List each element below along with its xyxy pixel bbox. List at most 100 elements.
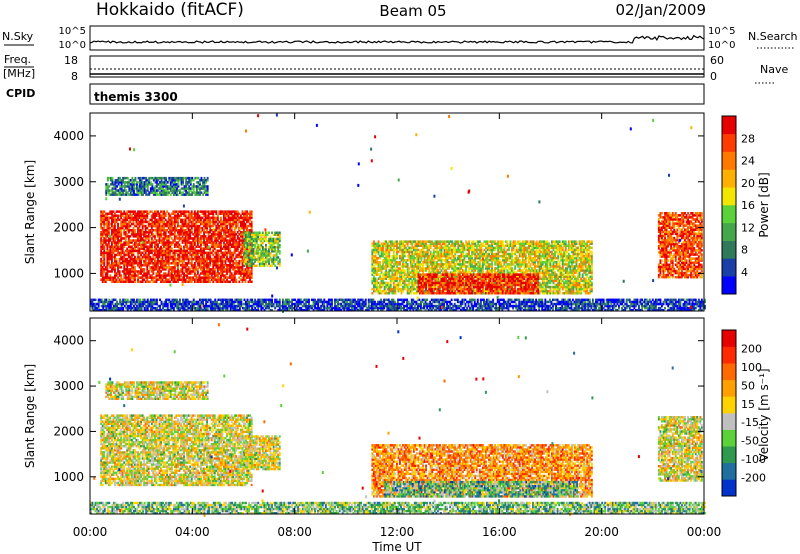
echo-cell <box>230 224 233 228</box>
echo-cell <box>385 254 388 258</box>
echo-cell <box>187 272 190 275</box>
echo-cell <box>392 246 395 250</box>
echo-cell <box>166 185 169 188</box>
echo-cell <box>169 214 172 217</box>
echo-cell <box>147 229 150 232</box>
echo-cell <box>121 224 124 228</box>
echo-cell <box>382 259 385 262</box>
echo-cell <box>142 189 145 192</box>
echo-cell <box>170 237 173 240</box>
echo-cell <box>239 268 242 271</box>
echo-cell <box>402 256 404 260</box>
echo-cell <box>127 229 130 232</box>
echo-cell <box>117 191 120 194</box>
echo-cell <box>193 262 196 265</box>
echo-cell <box>190 272 193 275</box>
echo-cell <box>399 283 401 287</box>
echo-cell <box>431 285 434 289</box>
echo-cell <box>272 241 275 245</box>
echo-cell <box>224 245 227 248</box>
echo-cell <box>223 276 225 279</box>
echo-cell <box>460 254 463 258</box>
echo-cell <box>170 268 173 271</box>
echo-cell <box>188 191 191 194</box>
echo-cell <box>115 264 118 267</box>
echo-cell <box>183 255 185 259</box>
echo-cell <box>460 256 463 260</box>
echo-cell <box>437 246 440 250</box>
echo-cell <box>184 233 187 236</box>
echo-cell <box>271 241 273 245</box>
echo-cell <box>192 266 195 269</box>
echo-cell <box>423 269 426 272</box>
echo-cell <box>442 267 444 270</box>
echo-cell <box>174 185 177 188</box>
echo-cell <box>167 239 170 242</box>
echo-cell <box>195 214 198 217</box>
echo-cell <box>411 263 414 266</box>
echo-cell <box>216 266 219 269</box>
echo-cell <box>260 243 263 247</box>
echo-cell <box>114 241 116 244</box>
echo-cell <box>215 274 218 277</box>
echo-cell <box>186 272 189 275</box>
echo-cell <box>402 265 404 268</box>
echo-cell <box>109 253 112 257</box>
echo-cell <box>472 283 475 287</box>
echo-cell <box>150 214 153 217</box>
echo-cell <box>232 216 235 220</box>
echo-cell <box>132 266 135 269</box>
echo-cell <box>117 176 120 180</box>
echo-cell <box>166 262 169 265</box>
echo-cell <box>475 277 478 280</box>
echo-cell <box>169 224 172 228</box>
echo-cell <box>111 224 113 228</box>
echo-cell <box>120 222 123 226</box>
echo-cell <box>244 268 247 271</box>
echo-cell <box>109 222 112 226</box>
echo-cell <box>121 262 124 265</box>
echo-cell <box>203 222 205 226</box>
echo-cell <box>135 259 138 263</box>
echo-cell <box>184 280 187 283</box>
echo-cell <box>130 247 133 250</box>
echo-cell <box>181 255 184 259</box>
echo-cell <box>134 193 137 196</box>
echo-cell <box>201 216 204 220</box>
echo-cell <box>252 233 255 236</box>
echo-cell <box>103 253 106 257</box>
echo-cell <box>173 239 176 242</box>
echo-cell <box>383 289 386 293</box>
echo-cell <box>177 274 179 277</box>
echo-cell <box>117 268 119 271</box>
echo-cell <box>272 243 275 247</box>
echo-cell <box>109 257 112 261</box>
echo-cell <box>229 266 232 269</box>
echo-cell <box>200 259 202 263</box>
echo-cell <box>257 231 260 234</box>
echo-cell <box>101 243 104 246</box>
echo-cell <box>235 264 238 267</box>
echo-cell <box>406 292 409 295</box>
beam-title: Beam 05 <box>379 2 446 20</box>
echo-cell <box>116 185 118 188</box>
echo-cell <box>455 275 458 278</box>
echo-cell <box>132 249 135 253</box>
echo-cell <box>150 257 153 261</box>
echo-cell <box>113 185 115 188</box>
echo-cell <box>163 210 166 213</box>
echo-cell <box>212 245 215 248</box>
echo-cell <box>212 262 215 265</box>
echo-cell <box>417 267 420 270</box>
echo-cell <box>133 181 135 184</box>
echo-cell <box>204 257 207 261</box>
echo-cell <box>189 280 192 283</box>
echo-cell <box>229 210 232 213</box>
echo-cell <box>221 268 224 271</box>
echo-cell <box>417 265 420 268</box>
echo-cell <box>422 246 424 250</box>
echo-cell <box>190 220 193 224</box>
echo-cell <box>124 278 127 281</box>
echo-cell <box>147 233 150 236</box>
echo-cell <box>243 224 245 228</box>
